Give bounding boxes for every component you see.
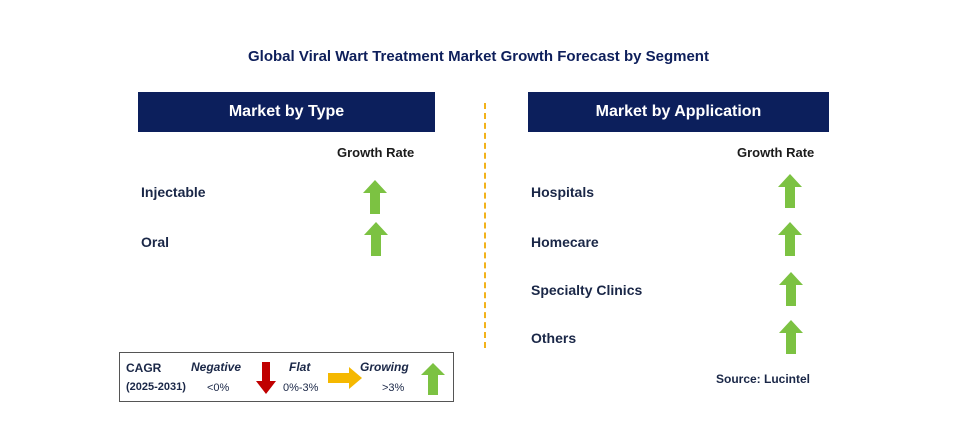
negative-arrow-icon [256,362,276,394]
legend-period: (2025-2031) [126,381,186,393]
legend-flat-label: Flat [289,360,311,374]
growing-arrow-icon [779,320,803,354]
growth-rate-label-application: Growth Rate [737,145,815,160]
growing-arrow-icon [363,180,387,214]
legend-growing-range: >3% [382,382,405,394]
legend-growing-label: Growing [360,360,409,374]
segment-label-injectable: Injectable [141,184,206,200]
segment-label-oral: Oral [141,234,170,250]
segment-label-hospitals: Hospitals [531,184,595,200]
legend-flat-range: 0%-3% [283,382,319,394]
legend-negative-range: <0% [207,382,230,394]
panel-divider [484,103,486,348]
legend-negative-label: Negative [191,360,242,374]
growing-arrow-icon [779,272,803,306]
growth-rate-label-type: Growth Rate [337,145,415,160]
source-note: Source: Lucintel [716,372,811,386]
legend-cagr-label: CAGR [126,361,162,375]
flat-arrow-icon [328,367,362,389]
growing-arrow-icon [778,222,802,256]
cagr-legend: CAGR (2025-2031) Negative <0% Flat 0%-3%… [119,352,454,402]
segment-label-specialty-clinics: Specialty Clinics [531,282,643,298]
growing-arrow-icon [778,174,802,208]
market-by-type-header: Market by Type [138,92,435,132]
market-by-application-header: Market by Application [528,92,829,132]
chart-title: Global Viral Wart Treatment Market Growt… [248,48,709,65]
segment-label-others: Others [531,330,577,346]
growing-arrow-icon [364,222,388,256]
growing-arrow-icon [421,363,445,395]
segment-label-homecare: Homecare [531,234,599,250]
